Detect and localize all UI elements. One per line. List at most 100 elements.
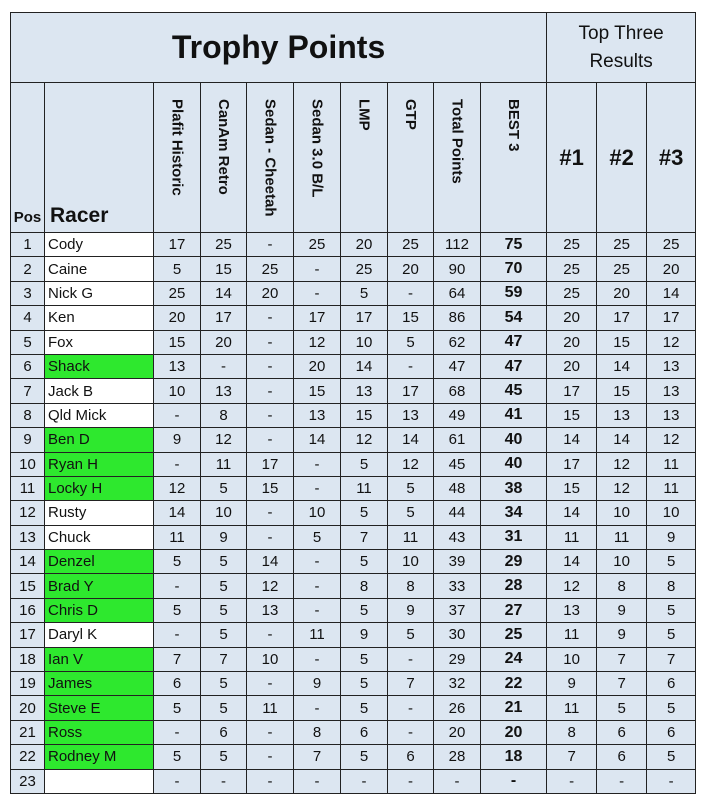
cell: 14: [200, 280, 247, 307]
cell: 27: [479, 597, 548, 624]
cell: 13: [387, 402, 434, 429]
data-row: 3 Nick G 25 14 20-5-64 59 25 20 14: [10, 280, 697, 307]
cell: 29: [433, 646, 481, 673]
column-header: BEST 3: [505, 99, 523, 152]
data-row: 21 Ross -6-8 6-20 20 8 6 6: [10, 719, 697, 746]
cell: 17: [200, 305, 247, 331]
cell: 59: [479, 280, 548, 307]
cell: -: [246, 378, 294, 404]
cell: 9: [10, 427, 45, 453]
cell: -: [200, 353, 247, 380]
data-row: 11 Locky H 12 5 15-11 5 48 38 15 12 11: [10, 475, 697, 502]
cell: 25: [546, 280, 598, 307]
cell: 25: [200, 231, 247, 258]
cell: 25: [546, 256, 598, 282]
cell: 9: [387, 597, 434, 624]
cell: -: [153, 573, 201, 599]
cell: -: [433, 768, 481, 794]
data-row: 23- - - - - - - - - - -: [10, 768, 697, 794]
cell: 5: [387, 475, 434, 502]
cell: 5: [200, 597, 247, 624]
cell: 12: [10, 500, 45, 526]
cell: 17: [293, 305, 341, 331]
cell: 90: [433, 256, 481, 282]
cell: 8: [646, 573, 697, 599]
column-header-cell: BEST 3: [479, 82, 548, 233]
cell: -: [340, 768, 388, 794]
cell: 21: [10, 719, 45, 746]
cell: 5: [646, 622, 697, 648]
column-header-cell: Total Points: [433, 82, 481, 233]
cell: 68: [433, 378, 481, 404]
cell: -: [153, 719, 201, 746]
column-header: Total Points: [448, 99, 466, 184]
cell: 14: [646, 280, 697, 307]
cell: 14: [546, 549, 598, 575]
cell: 5: [646, 597, 697, 624]
cell: 25: [596, 231, 648, 258]
cell: 17: [546, 451, 598, 477]
cell: -: [246, 744, 294, 770]
cell: -: [293, 451, 341, 477]
column-header: Pos: [10, 82, 45, 233]
cell: 47: [479, 329, 548, 355]
cell: 33: [433, 573, 481, 599]
cell: 26: [433, 695, 481, 721]
cell: 11: [546, 622, 598, 648]
cell: 9: [546, 671, 598, 697]
cell: 24: [479, 646, 548, 673]
cell: 14: [546, 500, 598, 526]
cell: 11: [340, 475, 388, 502]
column-header-cell: Sedan 3.0 B/L: [293, 82, 341, 233]
cell: 28: [479, 573, 548, 599]
cell: 7: [200, 646, 247, 673]
racer-name: Denzel: [44, 549, 154, 575]
cell: 10: [546, 646, 598, 673]
racer-name: Rusty: [44, 500, 154, 526]
cell: 38: [479, 475, 548, 502]
cell: 9: [340, 622, 388, 648]
cell: 6: [10, 353, 45, 380]
cell: 6: [596, 719, 648, 746]
cell: 5: [200, 695, 247, 721]
cell: 11: [646, 475, 697, 502]
column-header-cell: CanAm Retro: [200, 82, 247, 233]
cell: 3: [10, 280, 45, 307]
cell: 40: [479, 427, 548, 453]
racer-name: Ian V: [44, 646, 154, 673]
cell: -: [293, 256, 341, 282]
cell: 5: [340, 549, 388, 575]
cell: 32: [433, 671, 481, 697]
column-header-cell: GTP: [387, 82, 434, 233]
title: Trophy Points: [9, 12, 548, 83]
cell: -: [596, 768, 648, 794]
column-header: #2: [596, 82, 648, 233]
cell: 49: [433, 402, 481, 429]
cell: 54: [479, 305, 548, 331]
cell: 6: [153, 671, 201, 697]
cell: 14: [153, 500, 201, 526]
column-header-cell: Plafit Historic: [153, 82, 201, 233]
cell: 5: [10, 329, 45, 355]
cell: 10: [596, 500, 648, 526]
cell: 7: [546, 744, 598, 770]
cell: 11: [387, 524, 434, 551]
cell: 10: [340, 329, 388, 355]
cell: 11: [596, 524, 648, 551]
cell: 5: [340, 451, 388, 477]
cell: 15: [200, 256, 247, 282]
standings: Trophy Points Top Three Results Pos Racer…: [9, 12, 697, 794]
data-row: 8 Qld Mick -8-13 15 13 49 41 15 13 13: [10, 402, 697, 429]
cell: 25: [646, 231, 697, 258]
column-header: Racer: [44, 82, 154, 233]
cell: 8: [340, 573, 388, 599]
cell: 17: [340, 305, 388, 331]
cell: 13: [646, 402, 697, 429]
cell: 5: [153, 597, 201, 624]
cell: 10: [596, 549, 648, 575]
cell: 37: [433, 597, 481, 624]
cell: 20: [546, 329, 598, 355]
cell: 70: [479, 256, 548, 282]
cell: 5: [200, 671, 247, 697]
